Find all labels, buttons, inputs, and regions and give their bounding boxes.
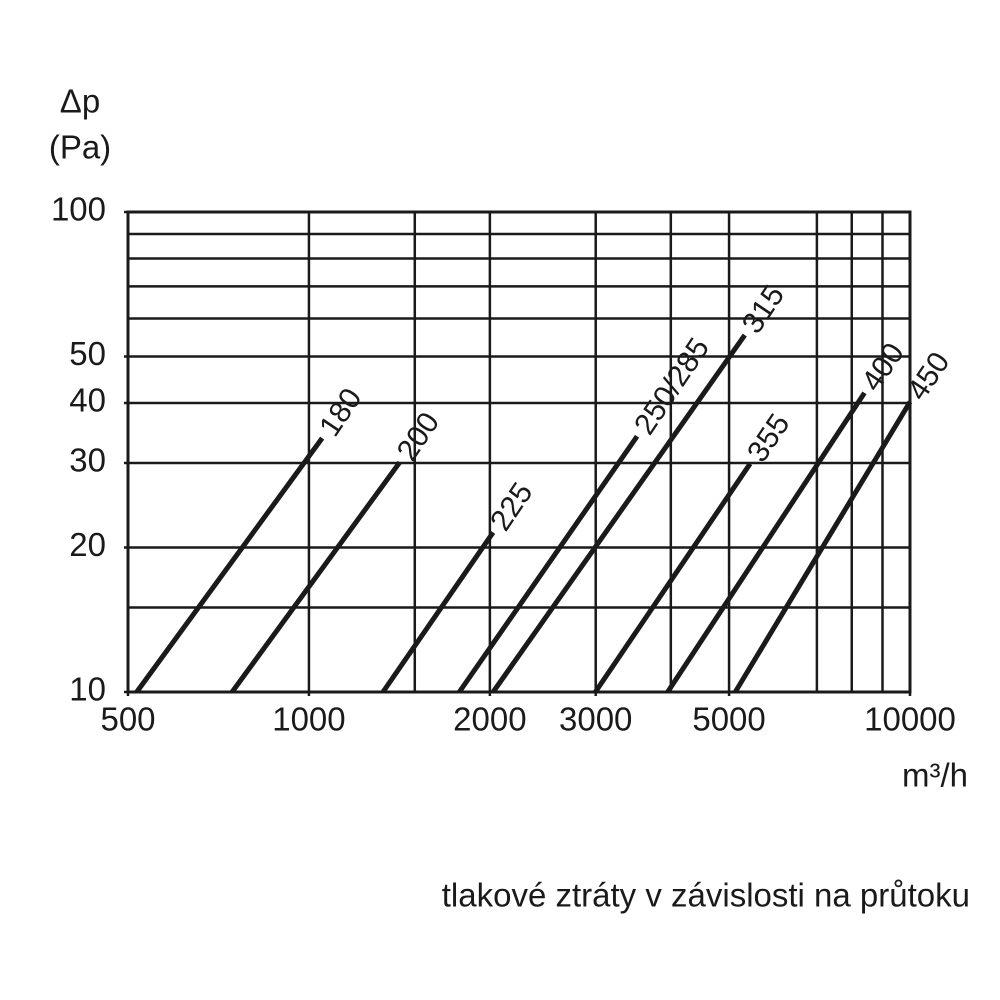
series-line [134,436,325,694]
series-label: 250/285 [628,332,716,440]
y-axis-label: Δp [60,83,100,120]
y-tick-label: 10 [69,671,106,708]
series-label: 315 [736,280,791,340]
series-label: 200 [391,407,446,467]
series-line [665,391,867,694]
series-label: 355 [741,408,796,468]
y-axis-label: (Pa) [49,129,111,166]
series-line [593,462,753,694]
series-line [491,333,747,694]
series-line [733,400,913,694]
x-tick-label: 2000 [453,701,526,738]
y-tick-label: 20 [69,526,106,563]
x-tick-label: 1000 [272,701,345,738]
x-tick-label: 500 [100,701,155,738]
y-tick-label: 30 [69,442,106,479]
plot-frame [126,210,912,694]
series-line [230,460,402,694]
series-line [457,434,640,694]
x-axis-label: m³/h [902,757,968,794]
y-tick-label: 100 [51,191,106,228]
series-label: 225 [484,477,539,537]
x-tick-label: 3000 [559,701,632,738]
y-tick-label: 40 [69,382,106,419]
caption: tlakové ztráty v závislosti na průtoku [442,877,970,914]
y-tick-label: 50 [69,335,106,372]
x-tick-label: 10000 [864,701,956,738]
series-label: 180 [313,383,368,443]
x-tick-label: 5000 [692,701,765,738]
series-line [380,531,496,694]
